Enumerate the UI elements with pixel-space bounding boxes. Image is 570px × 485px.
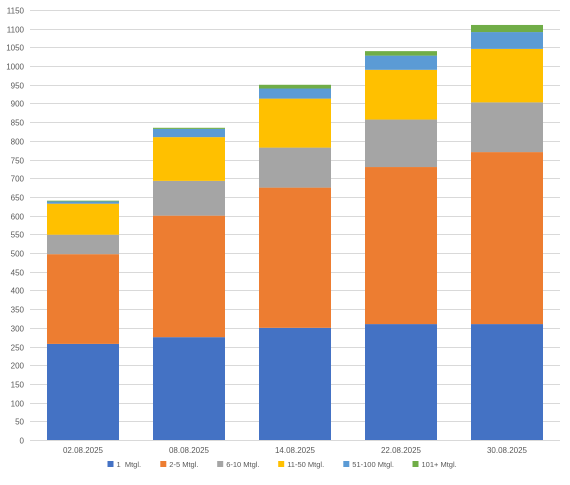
bar-segment <box>365 69 437 120</box>
bar-segment <box>259 147 331 188</box>
y-tick-label: 800 <box>11 138 25 147</box>
x-tick-label: 22.08.2025 <box>381 446 422 455</box>
y-tick-label: 450 <box>11 269 25 278</box>
bar-segment <box>259 327 331 440</box>
bar-segment <box>471 48 543 103</box>
y-tick-label: 100 <box>11 400 25 409</box>
bar-segment <box>259 98 331 148</box>
y-tick-label: 150 <box>11 381 25 390</box>
x-axis-ticks: 02.08.2025 08.08.2025 14.08.2025 22.08.2025… <box>63 446 528 455</box>
y-axis-ticks: 0 50 100 150 200 250 300 350 400 450 500 550 600 650 7… <box>6 7 24 446</box>
y-tick-label: 650 <box>11 194 25 203</box>
bar-segment <box>365 55 437 70</box>
bar-segment <box>471 24 543 33</box>
y-tick-label: 700 <box>11 175 25 184</box>
bar-segment <box>47 200 119 202</box>
legend: 1 Mtgl. 2-5 Mtgl. 6-10 Mtgl. 11-50 Mtgl. 51-… <box>107 460 457 469</box>
bar-segment <box>471 102 543 153</box>
x-tick-label: 30.08.2025 <box>487 446 528 455</box>
x-tick-label: 08.08.2025 <box>169 446 210 455</box>
legend-label: 1 Mtgl. <box>117 460 142 469</box>
x-tick-label: 14.08.2025 <box>275 446 316 455</box>
bar-segment <box>47 201 119 204</box>
legend-label: 51-100 Mtgl. <box>352 460 394 469</box>
y-tick-label: 600 <box>11 213 25 222</box>
y-tick-label: 0 <box>20 437 25 446</box>
legend-label: 101+ Mtgl. <box>422 460 457 469</box>
y-tick-label: 350 <box>11 306 25 315</box>
bar-segment <box>153 128 225 138</box>
y-tick-label: 1050 <box>6 44 24 53</box>
legend-swatch <box>160 461 167 467</box>
legend-swatch <box>343 461 350 467</box>
y-tick-label: 1000 <box>6 63 24 72</box>
bar-segment <box>47 203 119 235</box>
bar-segment <box>365 167 437 325</box>
y-tick-label: 500 <box>11 250 25 259</box>
bar-segment <box>259 88 331 99</box>
y-tick-label: 550 <box>11 231 25 240</box>
y-tick-label: 850 <box>11 119 25 128</box>
legend-swatch <box>412 461 419 467</box>
bar-segment <box>153 337 225 440</box>
y-tick-label: 950 <box>11 82 25 91</box>
y-tick-label: 750 <box>11 157 25 166</box>
bar-segment <box>259 84 331 89</box>
bar-segment <box>47 254 119 344</box>
legend-label: 11-50 Mtgl. <box>287 460 324 469</box>
y-tick-label: 1100 <box>7 26 25 35</box>
y-tick-label: 250 <box>11 344 25 353</box>
y-tick-label: 900 <box>11 100 25 109</box>
legend-swatch <box>107 461 114 467</box>
y-tick-label: 400 <box>11 287 25 296</box>
x-tick-label: 02.08.2025 <box>63 446 104 455</box>
legend-swatch <box>217 461 224 467</box>
bar-segment <box>471 324 543 440</box>
bars <box>47 24 543 440</box>
bar-segment <box>365 324 437 440</box>
bar-segment <box>471 152 543 325</box>
y-tick-label: 1150 <box>7 7 25 16</box>
legend-swatch <box>278 461 285 467</box>
bar-segment <box>47 343 119 440</box>
legend-label: 6-10 Mtgl. <box>226 460 259 469</box>
bar-segment <box>153 180 225 216</box>
bar-segment <box>47 234 119 255</box>
bar-segment <box>153 127 225 129</box>
bar-segment <box>471 32 543 49</box>
bar-segment <box>365 119 437 168</box>
bar-segment <box>153 137 225 181</box>
bar-segment <box>153 215 225 338</box>
y-tick-label: 300 <box>11 325 25 334</box>
bar-segment <box>259 187 331 328</box>
bar-segment <box>365 51 437 56</box>
y-tick-label: 200 <box>11 362 25 371</box>
y-tick-label: 50 <box>15 418 24 427</box>
legend-label: 2-5 Mtgl. <box>169 460 198 469</box>
